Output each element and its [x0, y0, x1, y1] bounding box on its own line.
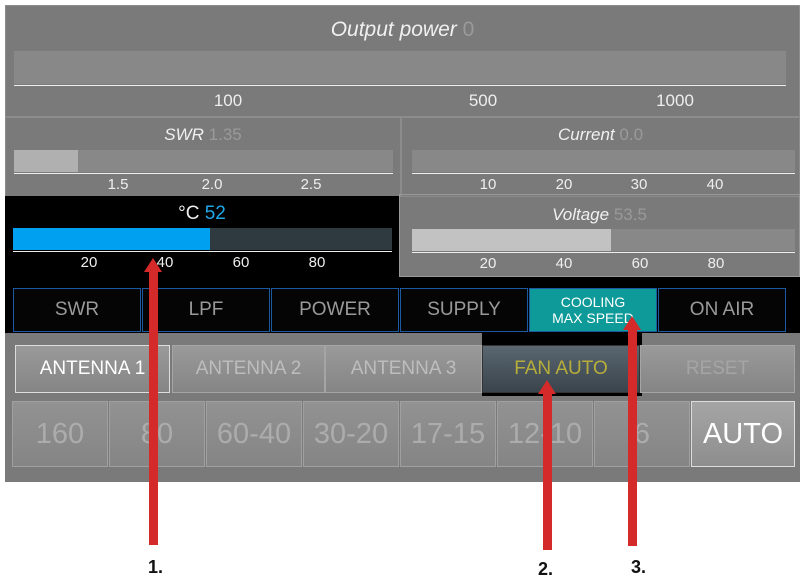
band-160-button[interactable]: 160 — [12, 401, 108, 467]
antenna-2-button[interactable]: ANTENNA 2 — [172, 345, 325, 393]
tick: 20 — [80, 254, 98, 271]
voltage-bar — [412, 229, 795, 251]
callout-label-3: 3. — [631, 557, 647, 577]
swr-value: 1.35 — [208, 125, 242, 144]
output-power-bar — [14, 51, 786, 84]
current-bar — [412, 150, 795, 172]
voltage-value: 53.5 — [613, 205, 647, 224]
swr-bar-fill — [14, 150, 79, 172]
status-cooling-max-speed: COOLING MAX SPEED — [529, 288, 657, 332]
temperature-bar — [13, 228, 392, 250]
output-power-value: 0 — [462, 18, 475, 41]
temperature-meter: °C 52 20 40 60 80 — [5, 196, 399, 277]
swr-bar — [14, 150, 393, 172]
callout-arrow-3 — [623, 316, 641, 546]
swr-label: SWR — [164, 125, 204, 144]
current-meter: Current 0.0 10 20 30 40 — [401, 117, 800, 197]
band-6-button[interactable]: 6 — [594, 401, 690, 467]
fan-auto-button[interactable]: FAN AUTO — [482, 345, 640, 393]
tick: 1.5 — [107, 176, 129, 193]
antenna-1-button[interactable]: ANTENNA 1 — [15, 345, 170, 393]
tick: 10 — [479, 176, 497, 193]
voltage-meter: Voltage 53.5 20 40 60 80 — [399, 194, 800, 277]
reset-button[interactable]: RESET — [640, 345, 795, 393]
voltage-bar-fill — [412, 229, 612, 251]
tick: 80 — [308, 254, 326, 271]
status-lpf: LPF — [142, 288, 270, 332]
callout-arrow-1 — [144, 258, 162, 545]
tick: 20 — [555, 176, 573, 193]
current-label: Current — [557, 125, 615, 144]
current-value: 0.0 — [619, 125, 644, 144]
callout-label-2: 2. — [538, 559, 554, 579]
status-swr: SWR — [13, 288, 141, 332]
callout-arrow-2 — [538, 380, 556, 550]
voltage-label: Voltage — [552, 205, 610, 224]
tick: 30 — [630, 176, 648, 193]
status-on-air: ON AIR — [658, 288, 786, 332]
swr-meter: SWR 1.35 1.5 2.0 2.5 — [5, 117, 401, 197]
temperature-value: 52 — [204, 203, 226, 224]
tick: 2.0 — [201, 176, 223, 193]
band-60-40-button[interactable]: 60-40 — [206, 401, 302, 467]
band-auto-button[interactable]: AUTO — [691, 401, 795, 467]
tick: 1000 — [656, 91, 694, 110]
tick: 60 — [232, 254, 250, 271]
status-power: POWER — [271, 288, 399, 332]
status-supply: SUPPLY — [400, 288, 528, 332]
tick: 500 — [468, 91, 498, 110]
tick: 40 — [706, 176, 724, 193]
tick: 60 — [631, 255, 649, 272]
band-17-15-button[interactable]: 17-15 — [400, 401, 496, 467]
temperature-bar-fill — [13, 228, 211, 250]
tick: 20 — [479, 255, 497, 272]
antenna-3-button[interactable]: ANTENNA 3 — [325, 345, 482, 393]
output-power-label: Output power — [330, 18, 457, 41]
tick: 80 — [707, 255, 725, 272]
tick: 40 — [555, 255, 573, 272]
output-power-meter: Output power 0 100 500 1000 — [5, 5, 800, 117]
temperature-unit: °C — [178, 203, 200, 224]
tick: 2.5 — [300, 176, 322, 193]
tick: 100 — [213, 91, 243, 110]
amplifier-panel: Output power 0 100 500 1000 SWR 1.35 1.5… — [5, 5, 800, 482]
band-30-20-button[interactable]: 30-20 — [303, 401, 399, 467]
callout-label-1: 1. — [148, 557, 164, 577]
